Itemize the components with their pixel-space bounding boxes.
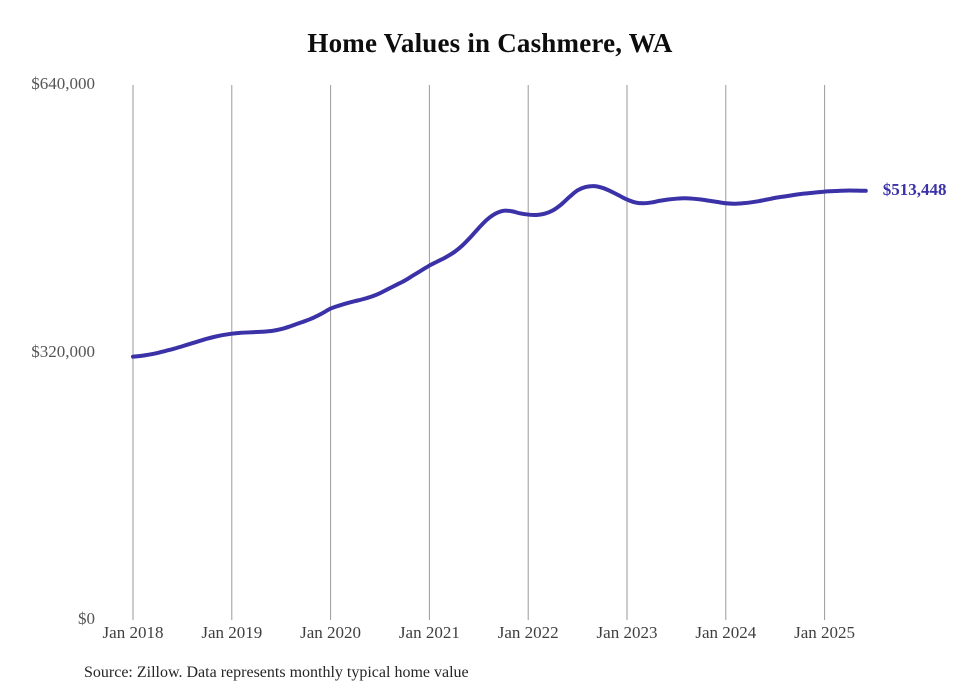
x-axis-tick-label-jan-2025: Jan 2025 (794, 623, 856, 642)
gridlines-group (132, 85, 826, 620)
x-axis-tick-label-jan-2023: Jan 2023 (596, 623, 658, 642)
y-axis-tick-label-0: $0 (78, 609, 95, 628)
x-axis-tick-label-jan-2022: Jan 2022 (497, 623, 559, 642)
x-axis-tick-label-jan-2021: Jan 2021 (398, 623, 460, 642)
x-axis-tick-label-jan-2018: Jan 2018 (102, 623, 164, 642)
source-note: Source: Zillow. Data represents monthly … (84, 664, 469, 681)
y-axis-tick-label-640000: $640,000 (31, 74, 95, 93)
y-axis-tick-label-320000: $320,000 (31, 341, 95, 361)
x-axis-tick-label-jan-2019: Jan 2019 (201, 623, 263, 642)
series-line-typical-home-value (131, 184, 868, 359)
x-axis-tick-label-jan-2024: Jan 2024 (695, 623, 757, 642)
x-axis-tick-label-jan-2020: Jan 2020 (300, 623, 362, 642)
chart-title: Home Values in Cashmere, WA (307, 28, 673, 58)
series-end-value-label: $513,448 (882, 179, 947, 199)
